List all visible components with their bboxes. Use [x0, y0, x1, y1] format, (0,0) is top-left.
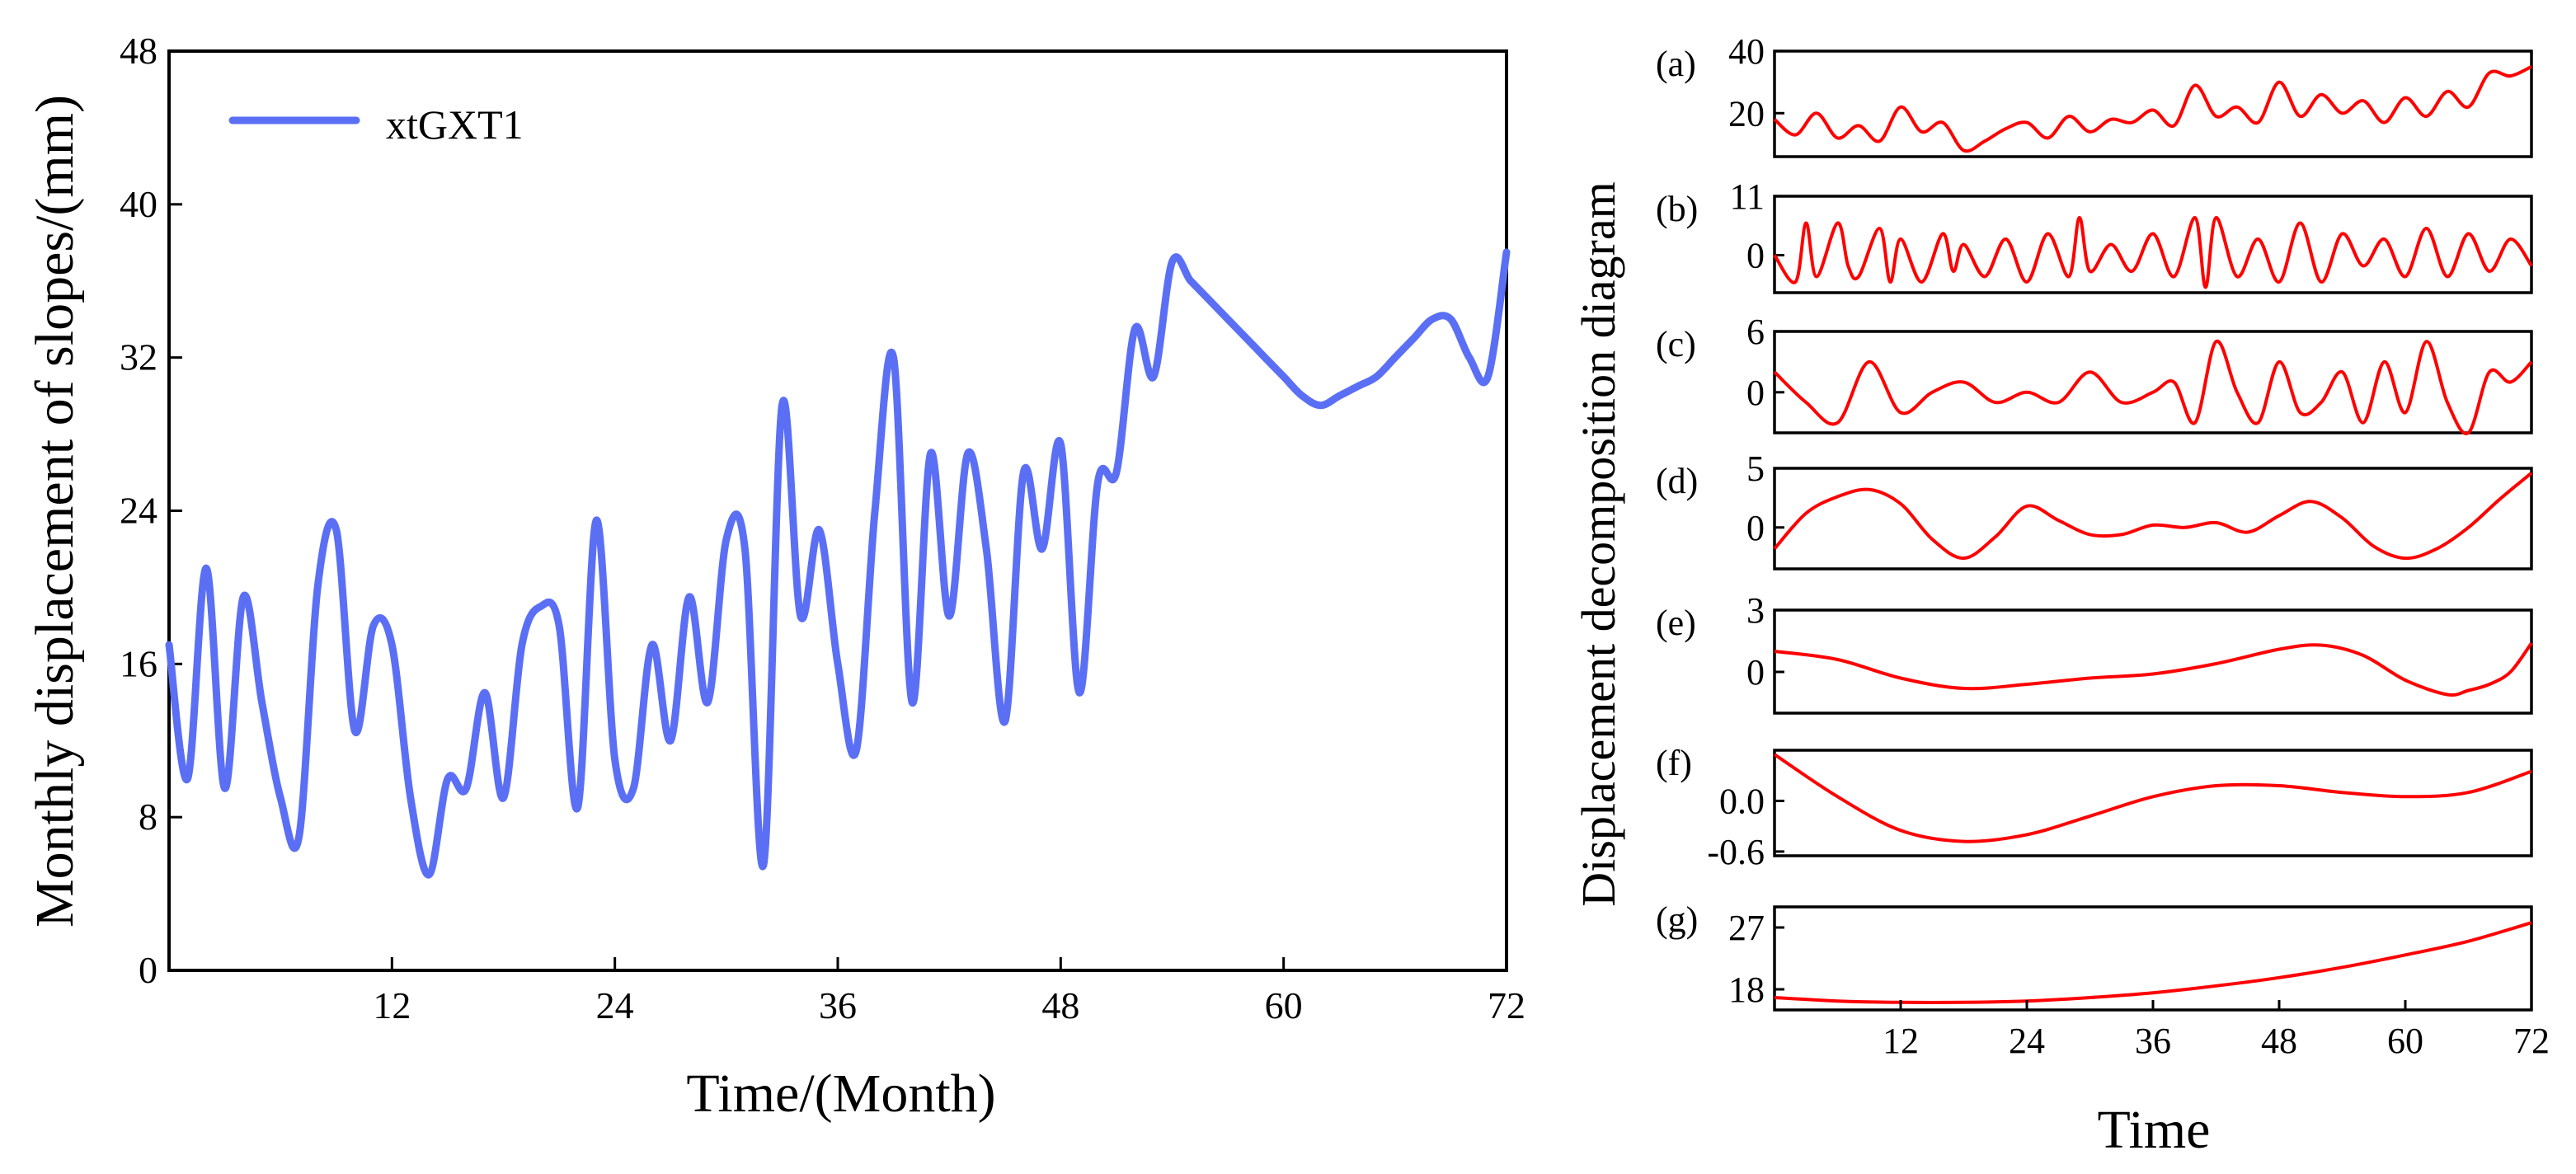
panel-y-tick-label: 0: [1746, 236, 1765, 276]
main-y-tick-label: 0: [139, 949, 157, 991]
decomposition-y-axis-label: Displacement decomposition diagram: [1572, 181, 1625, 906]
panel-y-tick-label: 40: [1728, 31, 1765, 72]
legend-label: xtGXT1: [386, 101, 524, 148]
panel-frame: [1773, 749, 2533, 857]
panel-frame: [1773, 905, 2533, 1012]
main-plot-frame: [167, 49, 1508, 972]
decomposition-panel: (e) 0 3: [1656, 590, 2533, 715]
decomposition-x-tick-label: 72: [2513, 1021, 2550, 1061]
main-x-tick-label: 48: [1041, 984, 1079, 1026]
decomposition-panel: (g) 18 27: [1656, 899, 2533, 1012]
main-chart: 0 8 16 24 32 40 48 12 24 36 48 60 72: [120, 30, 1525, 1026]
panel-series-line: [1773, 64, 2532, 153]
panel-frame: [1773, 195, 2533, 294]
decomposition-x-axis-label: Time: [2098, 1100, 2211, 1160]
main-x-tick-label: 72: [1488, 984, 1525, 1026]
main-x-tick-label: 12: [373, 984, 411, 1026]
panel-label: (c): [1656, 324, 1696, 364]
main-y-tick-label: 8: [139, 796, 157, 838]
panel-series-line: [1773, 215, 2533, 289]
panel-y-tick-label: 5: [1746, 448, 1765, 489]
decomposition-x-tick-label: 12: [1883, 1021, 1919, 1061]
decomposition-x-tick-label: 60: [2387, 1021, 2423, 1061]
panel-y-tick-label: -0.6: [1707, 832, 1765, 872]
main-y-tick-label: 32: [120, 336, 157, 378]
panel-label: (b): [1656, 189, 1698, 229]
panel-series-line: [1774, 921, 2532, 1005]
panel-y-tick-label: 3: [1746, 590, 1765, 631]
decomposition-panel: (f) -0.6 0.0: [1656, 743, 2533, 872]
decomposition-panel: (b) 0 11: [1656, 176, 2533, 294]
main-x-tick-label: 24: [596, 984, 634, 1026]
panel-y-tick-label: 0: [1746, 652, 1765, 693]
panel-y-tick-label: 6: [1746, 312, 1765, 352]
panel-label: (a): [1656, 44, 1696, 84]
main-y-tick-label: 16: [120, 642, 157, 684]
series-line-xtGXT1: [165, 248, 1511, 879]
decomposition-chart: (a) 20 40 (b) 0 11 (c) 0 6 (d) 0 5 (e) 0 3 (f) -0.6 0.0 (g…: [1656, 31, 2550, 1061]
main-y-tick-label: 40: [120, 183, 157, 225]
decomposition-panel: (c) 0 6: [1656, 312, 2533, 435]
main-y-tick-label: 24: [120, 490, 157, 532]
decomposition-x-tick-label: 48: [2261, 1021, 2297, 1061]
decomposition-panel: (d) 0 5: [1656, 448, 2533, 571]
panel-series-line: [1774, 641, 2533, 697]
main-x-axis-label: Time/(Month): [686, 1064, 995, 1124]
panel-y-tick-label: 0: [1746, 508, 1765, 548]
panel-series-line: [1773, 340, 2533, 435]
panel-series-line: [1773, 753, 2532, 843]
panel-y-tick-label: 0.0: [1719, 781, 1765, 821]
decomposition-x-tick-label: 36: [2135, 1021, 2171, 1061]
panel-frame: [1773, 608, 2533, 715]
main-x-tick-label: 60: [1265, 984, 1303, 1026]
main-y-tick-label: 48: [120, 30, 157, 72]
decomposition-panel: (a) 20 40: [1656, 31, 2533, 158]
panel-frame: [1773, 467, 2533, 571]
panel-y-tick-label: 20: [1728, 93, 1765, 134]
panel-y-tick-label: 0: [1746, 373, 1765, 413]
panel-frame: [1773, 49, 2533, 158]
main-y-axis-label: Monthly displacement of slopes/(mm): [25, 95, 85, 927]
panel-label: (g): [1656, 899, 1698, 940]
panel-label: (e): [1656, 603, 1696, 643]
panel-label: (d): [1656, 461, 1698, 501]
panel-frame: [1773, 330, 2533, 434]
panel-y-tick-label: 18: [1728, 970, 1765, 1010]
panel-series-line: [1773, 472, 2533, 561]
panel-y-tick-label: 11: [1730, 176, 1765, 217]
panel-label: (f): [1656, 743, 1692, 783]
panel-y-tick-label: 27: [1728, 908, 1765, 948]
decomposition-x-tick-label: 24: [2009, 1021, 2045, 1061]
main-x-tick-label: 36: [819, 984, 857, 1026]
